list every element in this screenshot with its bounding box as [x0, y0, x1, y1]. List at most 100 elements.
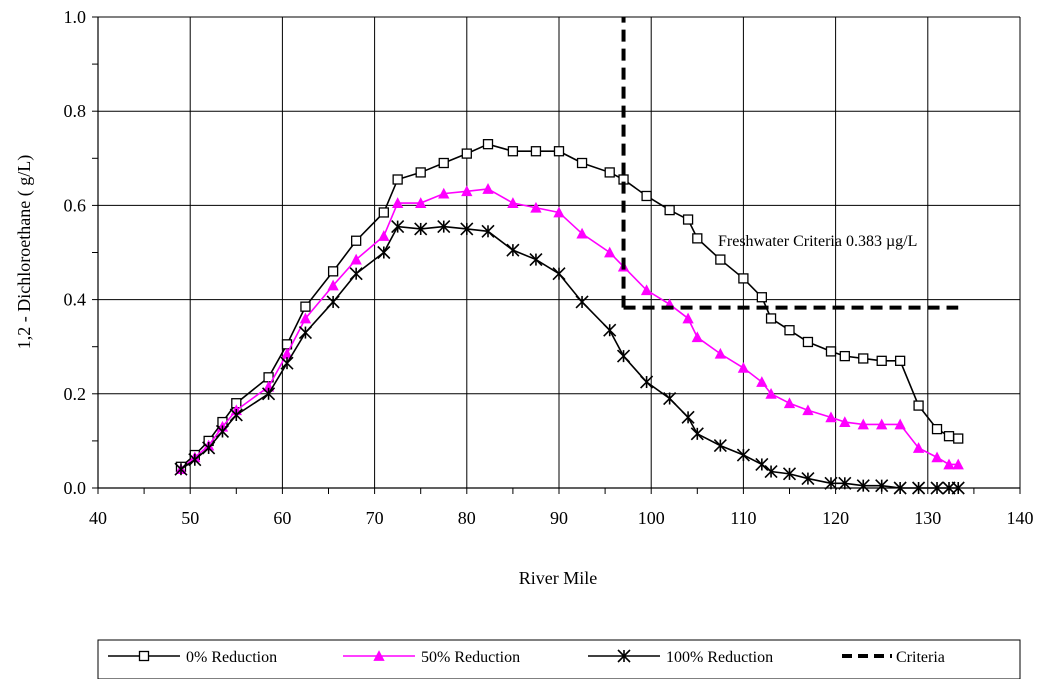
legend-label: 50% Reduction [421, 649, 520, 666]
data-point-1-38 [931, 451, 943, 463]
data-point-2-2 [202, 441, 216, 455]
data-point-0-17 [530, 146, 542, 157]
series-line-1 [180, 188, 959, 470]
data-point-0-33 [839, 350, 850, 362]
data-point-1-33 [839, 416, 851, 427]
data-point-1-31 [802, 404, 814, 416]
data-point-0-25 [692, 233, 703, 244]
data-point-0-20 [604, 167, 615, 178]
data-point-2-33 [838, 476, 852, 490]
legend-box [97, 639, 1021, 679]
data-point-2-22 [640, 375, 654, 389]
legend-item-3: Criteria [842, 649, 945, 666]
tick-labels: 40 50 60 70 80 90 100 110 120 130 140 0.0 0.2 0.4 0.6 0… [64, 7, 1034, 528]
criteria-annotation: Freshwater Criteria 0.383 µg/L [718, 233, 917, 250]
data-point-1-28 [756, 376, 768, 387]
data-point-1-8 [327, 279, 339, 291]
legend-marker [617, 649, 631, 663]
data-point-2-13 [437, 220, 451, 234]
data-point-1-26 [714, 347, 727, 359]
data-point-2-4 [229, 408, 243, 422]
data-point-0-29 [765, 313, 777, 324]
data-point-0-7 [300, 301, 311, 312]
x-tick-label-5: 90 [550, 508, 568, 528]
data-point-2-20 [603, 323, 617, 337]
legend-label: 0% Reduction [186, 649, 277, 666]
x-tick-label-6: 100 [638, 508, 665, 528]
legend-marker [138, 650, 150, 662]
data-point-1-22 [640, 284, 653, 296]
data-point-1-35 [876, 418, 888, 430]
data-point-0-40 [953, 433, 964, 444]
data-point-1-24 [682, 312, 694, 324]
series-line-0 [180, 143, 959, 468]
data-point-1-40 [952, 458, 964, 470]
data-point-0-8 [327, 266, 339, 277]
data-point-2-19 [575, 295, 589, 309]
data-point-0-31 [802, 336, 814, 348]
data-point-2-7 [298, 326, 313, 340]
data-point-0-37 [913, 400, 924, 411]
data-point-0-18 [553, 146, 565, 157]
data-point-2-6 [280, 356, 294, 370]
data-point-0-39 [943, 431, 955, 442]
data-point-0-9 [351, 235, 362, 246]
data-point-0-12 [415, 167, 426, 178]
data-point-0-15 [482, 139, 494, 150]
y-tick-label-1: 0.2 [64, 384, 87, 404]
x-tick-label-3: 70 [366, 508, 384, 528]
y-tick-label-5: 1.0 [64, 7, 87, 27]
data-point-1-9 [350, 253, 362, 265]
data-point-1-32 [825, 411, 837, 423]
y-tick-label-3: 0.6 [64, 195, 87, 215]
data-point-2-31 [801, 472, 815, 486]
x-tick-label-0: 40 [89, 508, 107, 528]
data-point-2-8 [326, 295, 340, 309]
data-point-1-37 [912, 442, 925, 453]
legend-items: 0% Reduction 50% Reduction 100% Reduction C… [108, 649, 945, 666]
x-tick-label-7: 110 [730, 508, 756, 528]
data-point-2-29 [764, 464, 778, 479]
data-point-2-12 [414, 222, 428, 236]
data-point-2-10 [377, 245, 391, 260]
data-point-0-10 [378, 207, 389, 218]
data-point-0-14 [461, 148, 472, 159]
legend-item-2: 100% Reduction [588, 649, 773, 666]
data-point-1-17 [530, 201, 542, 213]
x-tick-label-4: 80 [458, 508, 476, 528]
legend-item-1: 50% Reduction [343, 649, 520, 666]
legend-label: 100% Reduction [666, 649, 773, 666]
legend: 0% Reduction 50% Reduction 100% Reduction C… [97, 639, 1021, 679]
data-point-0-36 [894, 355, 906, 366]
data-point-1-10 [378, 230, 390, 241]
data-point-1-25 [691, 331, 703, 343]
data-point-0-32 [825, 346, 837, 357]
data-point-0-30 [784, 325, 795, 336]
data-point-2-27 [736, 448, 750, 462]
data-point-0-35 [876, 355, 887, 366]
data-point-1-16 [507, 197, 519, 208]
data-point-2-17 [529, 252, 543, 267]
data-point-2-18 [552, 267, 566, 281]
y-axis-label: 1,2 - Dichloroethane ( g/L) [14, 155, 35, 349]
y-tick-label-2: 0.4 [64, 290, 87, 310]
data-point-1-29 [765, 387, 777, 399]
data-point-1-14 [461, 185, 473, 197]
x-tick-label-2: 60 [273, 508, 291, 528]
data-point-2-16 [506, 243, 520, 257]
data-point-2-23 [663, 391, 677, 406]
x-tick-label-10: 140 [1007, 508, 1034, 528]
data-point-0-28 [756, 292, 767, 303]
data-point-2-25 [690, 427, 704, 441]
data-point-1-34 [857, 418, 869, 430]
data-point-0-26 [715, 254, 726, 265]
series-layer [174, 17, 965, 495]
data-point-2-0 [174, 462, 188, 476]
data-point-1-27 [737, 362, 750, 373]
data-point-0-24 [682, 214, 694, 225]
legend-label: Criteria [896, 649, 945, 666]
data-point-0-13 [438, 157, 449, 169]
x-tick-label-8: 120 [822, 508, 849, 528]
legend-item-0: 0% Reduction [108, 649, 277, 666]
